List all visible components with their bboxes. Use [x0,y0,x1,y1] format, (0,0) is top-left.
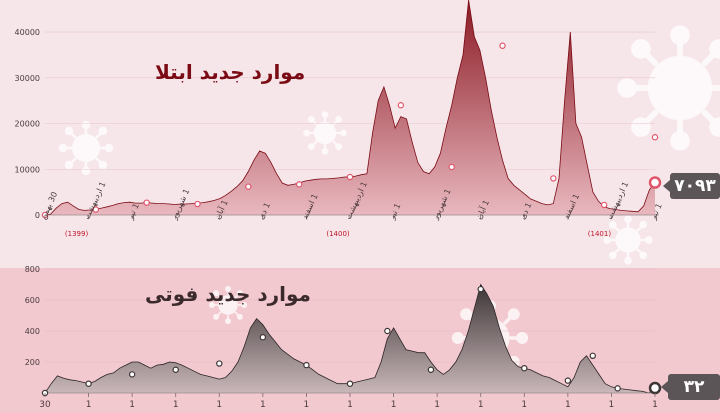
data-point-marker [477,285,484,293]
x-tick-year-label: (1399) [65,230,89,238]
data-point-marker [295,181,303,188]
data-point-marker [143,199,150,206]
virus-icon [603,215,653,265]
x-tick-label: 1 [260,400,266,410]
data-point-marker [614,385,621,392]
virus-icon [303,111,347,155]
series-area [45,284,655,393]
data-point-marker [128,371,136,378]
top-panel-background [0,0,720,268]
y-tick-label: 20000 [15,120,40,129]
x-tick-label: 1 [521,400,527,410]
deaths-latest-value: ۳۲ [661,374,720,400]
y-tick-label: 600 [25,296,40,305]
data-point-marker [245,183,252,190]
x-tick-label: 1 [565,400,571,410]
y-tick-label: 30000 [15,74,40,83]
data-point-marker [346,380,354,387]
data-point-marker [216,360,223,367]
data-point-marker [194,200,201,208]
data-point-marker [85,380,92,387]
x-tick-label: 1 [86,400,92,410]
cases-chart-title: موارد جدید ابتلا [155,60,306,84]
cases-latest-value: ۷۰۹۳ [663,173,720,199]
y-tick-label: 400 [25,327,40,336]
virus-icon [58,120,114,176]
x-tick-label: 1 [609,400,615,410]
x-tick-label: 1 [173,400,179,410]
data-point-marker [427,366,435,373]
x-tick-label: 1 [216,400,222,410]
x-tick-label: 30 [39,400,51,410]
x-tick-label: 30 بهمن [39,190,60,220]
x-tick-label: 1 [434,400,440,410]
x-tick-label: 1 [129,400,135,410]
y-tick-label: 800 [25,265,40,274]
data-point-marker [448,163,455,171]
x-tick-label: 1 [391,400,397,410]
deaths-chart-title: موارد جدید فوتی [145,282,311,306]
data-point-marker [92,206,100,213]
y-tick-label: 200 [25,358,40,367]
data-point-marker [648,381,662,395]
data-point-marker [259,334,267,341]
x-tick-year-label: (1401) [588,230,612,238]
data-point-marker [564,377,572,384]
data-point-marker [589,352,596,359]
virus-icon [620,28,720,148]
x-tick-label: 1 [652,400,658,410]
y-tick-label: 40000 [15,28,40,37]
data-point-marker [648,176,662,189]
data-point-marker [384,327,391,335]
y-tick-label: 10000 [15,165,40,174]
data-point-marker [303,361,310,369]
data-point-marker [499,42,506,49]
data-point-marker [172,366,179,373]
data-point-marker [550,175,557,182]
data-point-marker [521,365,528,372]
data-point-marker [346,173,354,181]
x-tick-label: 1 [478,400,484,410]
data-point-marker [651,134,659,141]
y-tick-label: 0 [35,211,40,220]
x-tick-label: 1 [304,400,310,410]
x-tick-label: 1 [347,400,353,410]
deaths-chart: 200 400 600 800 30 1 1 1 1 1 1 1 1 1 1 1 1 1 1 [25,265,662,410]
data-point-marker [600,201,608,209]
data-point-marker [397,102,405,109]
x-tick-year-label: (1400) [326,230,350,238]
